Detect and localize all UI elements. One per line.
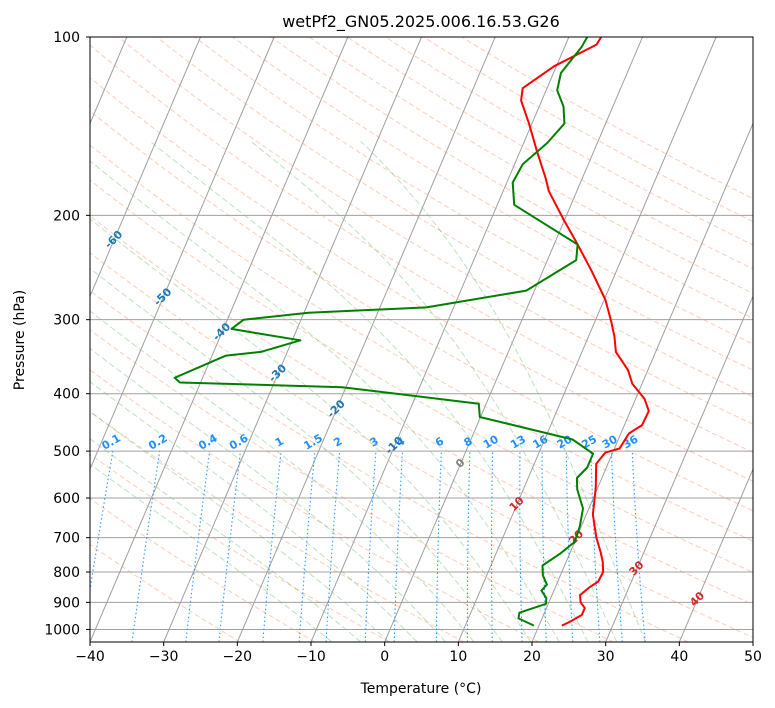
y-tick-label: 700 <box>53 531 80 547</box>
dry-adiabat-line <box>90 179 753 573</box>
y-tick-label: 900 <box>53 595 80 611</box>
y-tick-label: 800 <box>53 565 80 581</box>
dry-adiabat-line <box>194 37 753 371</box>
dry-adiabat-line <box>90 44 753 453</box>
x-tick-label: 10 <box>449 649 467 665</box>
x-tick-label: 30 <box>597 649 615 665</box>
isotherm-line <box>90 37 349 642</box>
dry-adiabat-line <box>90 215 753 606</box>
pressure-gridlines <box>90 37 753 630</box>
x-tick-label: 40 <box>670 649 688 665</box>
chart-title: wetPf2_GN05.2025.006.16.53.G26 <box>282 12 560 32</box>
y-tick-label: 1000 <box>44 622 80 638</box>
y-tick-label: 200 <box>53 208 80 224</box>
isotherm-line <box>384 37 643 642</box>
isotherm-lines <box>90 37 753 642</box>
dry-adiabat-line <box>156 37 753 398</box>
y-tick-label: 400 <box>53 387 80 403</box>
dry-adiabat-line <box>118 37 753 425</box>
dry-adiabat-line <box>90 290 689 642</box>
x-tick-label: −40 <box>75 649 105 665</box>
isotherm-line <box>605 295 753 642</box>
mixing-ratio-line <box>185 451 211 642</box>
x-axis-ticks: −40 −30 −20 −10 0 10 20 30 40 50 <box>75 642 762 665</box>
dewpoint-profile-line <box>173 37 595 627</box>
y-axis-label: Pressure (hPa) <box>12 290 28 390</box>
dry-adiabat-line <box>461 37 753 200</box>
isotherm-line <box>90 37 201 298</box>
mixing-ratio-line <box>131 451 161 642</box>
y-tick-label: 600 <box>53 491 80 507</box>
y-tick-label: 500 <box>53 444 80 460</box>
isotherm-line <box>678 467 753 642</box>
mixing-ratio-line <box>90 451 114 594</box>
mixing-ratio-lines <box>90 451 646 642</box>
dry-adiabat-line <box>347 37 753 270</box>
x-tick-label: 0 <box>380 649 389 665</box>
x-tick-label: −10 <box>296 649 326 665</box>
dry-adiabat-line <box>90 329 614 642</box>
x-tick-label: 20 <box>523 649 541 665</box>
dry-adiabat-line <box>90 110 753 512</box>
dry-adiabat-line <box>423 37 753 223</box>
x-tick-label: 50 <box>744 649 762 665</box>
isotherm-line <box>457 37 717 642</box>
isotherm-line <box>236 37 496 642</box>
plot-area: 0.10.20.40.611.52346810131620253036-100-… <box>90 37 753 642</box>
y-tick-label: 300 <box>53 313 80 329</box>
x-tick-label: −20 <box>223 649 253 665</box>
dry-adiabat-line <box>90 76 753 482</box>
dry-adiabat-line <box>90 369 540 642</box>
dry-adiabat-line <box>232 37 753 345</box>
profile-series <box>173 37 650 627</box>
isotherm-line <box>310 37 570 642</box>
temperature-profile-line <box>520 37 650 627</box>
y-axis-ticks: 100 200 300 400 500 600 700 800 900 1000 <box>44 30 90 638</box>
mixing-ratio-line <box>218 451 242 642</box>
x-tick-label: −30 <box>149 649 179 665</box>
x-axis-label: Temperature (°C) <box>360 681 482 697</box>
dry-adiabat-line <box>90 252 753 639</box>
dry-adiabats <box>90 37 753 642</box>
dry-adiabat-line <box>308 37 753 294</box>
plot-frame <box>89 36 754 643</box>
isotherm-line <box>90 37 275 471</box>
y-tick-label: 100 <box>53 30 80 46</box>
